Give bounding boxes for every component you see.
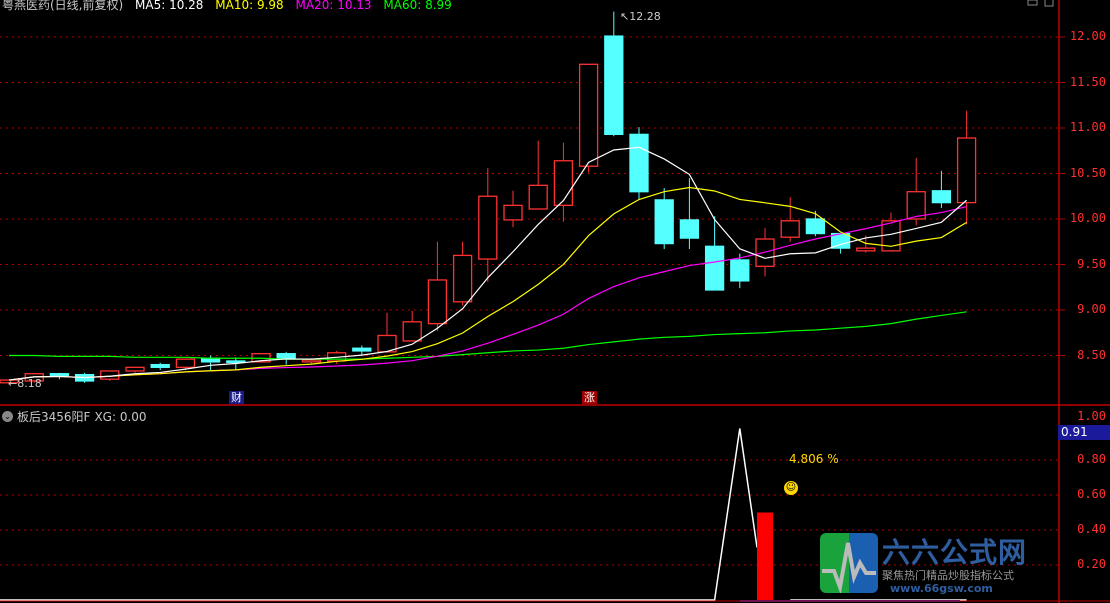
toolbar-chevron-icon[interactable] bbox=[1027, 0, 1038, 6]
candle-down bbox=[150, 363, 170, 368]
candle-up bbox=[780, 220, 800, 238]
tag-zhang[interactable]: 涨 bbox=[582, 391, 597, 404]
arrow-icon: ↖ bbox=[620, 10, 630, 23]
candle-up bbox=[427, 279, 448, 325]
candle-up bbox=[906, 191, 926, 220]
indicator-menu-icon[interactable]: ⌄ bbox=[2, 411, 13, 422]
ma5-value: MA5: 10.28 bbox=[135, 0, 204, 12]
candle-up bbox=[452, 254, 473, 303]
indicator-tick-label: 0.60 bbox=[1077, 487, 1106, 501]
candle-up bbox=[956, 137, 977, 204]
candle-down bbox=[679, 219, 700, 239]
logo-name: 六六公式网 bbox=[882, 536, 1028, 569]
watermark-logo: 六六公式网 聚焦热门精品炒股指标公式 www.66gsw.com bbox=[820, 533, 1040, 595]
indicator-tick-label: 0.80 bbox=[1077, 452, 1106, 466]
candle-down bbox=[604, 35, 624, 136]
candle-up bbox=[528, 184, 548, 210]
percent-label: 4.806 % bbox=[789, 452, 839, 466]
candle-down bbox=[805, 218, 826, 235]
indicator-bar bbox=[757, 512, 773, 600]
candle-down bbox=[352, 347, 372, 352]
indicator-xg: XG: 0.00 bbox=[94, 409, 147, 424]
toolbar-window-icon[interactable] bbox=[1044, 0, 1054, 7]
candle-up bbox=[125, 366, 145, 372]
ma60-line bbox=[9, 311, 967, 360]
smiley-icon: ☺ bbox=[784, 481, 798, 495]
candle-up bbox=[301, 359, 322, 363]
ma10-line bbox=[8, 186, 967, 381]
ma5-line bbox=[8, 146, 967, 381]
candle-down bbox=[49, 373, 70, 377]
candle-down bbox=[654, 199, 674, 245]
logo-slogan: 聚焦热门精品炒股指标公式 bbox=[882, 569, 1014, 582]
candle-up bbox=[402, 321, 422, 342]
indicator-line bbox=[0, 428, 758, 601]
price-tick-label: 10.00 bbox=[1069, 211, 1106, 225]
logo-url: www.66gsw.com bbox=[890, 582, 993, 595]
indicator-title: 板后3456阳F bbox=[17, 410, 91, 424]
indicator-tick-label: 1.00 bbox=[1077, 409, 1106, 423]
ma20-value: MA20: 10.13 bbox=[295, 0, 372, 12]
current-value-badge: 0.91 bbox=[1058, 425, 1110, 440]
ma60-value: MA60: 8.99 bbox=[383, 0, 452, 12]
candle-down bbox=[830, 232, 851, 249]
ma10-value: MA10: 9.98 bbox=[215, 0, 284, 12]
price-tick-label: 9.50 bbox=[1077, 256, 1106, 271]
candle-up bbox=[503, 204, 523, 221]
tag-cai[interactable]: 财 bbox=[229, 391, 244, 404]
indicator-tick-label: 0.40 bbox=[1077, 522, 1106, 536]
price-tick-label: 9.00 bbox=[1077, 302, 1106, 316]
stock-title: 粤燕医药(日线,前复权) bbox=[2, 0, 124, 12]
high-price-label: ↖12.28 bbox=[620, 10, 661, 23]
candle-down bbox=[931, 190, 952, 204]
candle-up bbox=[578, 63, 599, 167]
main-header: 粤燕医药(日线,前复权) MA5: 10.28 MA10: 9.98 MA20:… bbox=[2, 0, 460, 13]
candle-down bbox=[704, 245, 725, 291]
price-tick-label: 11.00 bbox=[1069, 120, 1106, 134]
low-price-label: ←8.18 bbox=[8, 377, 42, 390]
candle-down bbox=[276, 353, 296, 359]
logo-pulse-icon bbox=[820, 533, 878, 595]
candle-down bbox=[226, 360, 246, 364]
candle-down bbox=[730, 259, 750, 282]
candle-up bbox=[856, 247, 876, 252]
candle-up bbox=[553, 160, 574, 206]
candle-up bbox=[478, 195, 498, 260]
arrow-left-icon: ← bbox=[8, 377, 18, 390]
indicator-header: ⌄ 板后3456阳F XG: 0.00 bbox=[2, 408, 147, 425]
candle-down bbox=[629, 133, 649, 193]
indicator-tick-label: 0.20 bbox=[1077, 557, 1106, 571]
price-tick-label: 11.50 bbox=[1069, 74, 1106, 89]
price-tick-label: 8.50 bbox=[1077, 347, 1106, 362]
price-tick-label: 12.00 bbox=[1069, 29, 1106, 43]
candle-up bbox=[175, 358, 196, 368]
price-tick-label: 10.50 bbox=[1069, 165, 1106, 180]
